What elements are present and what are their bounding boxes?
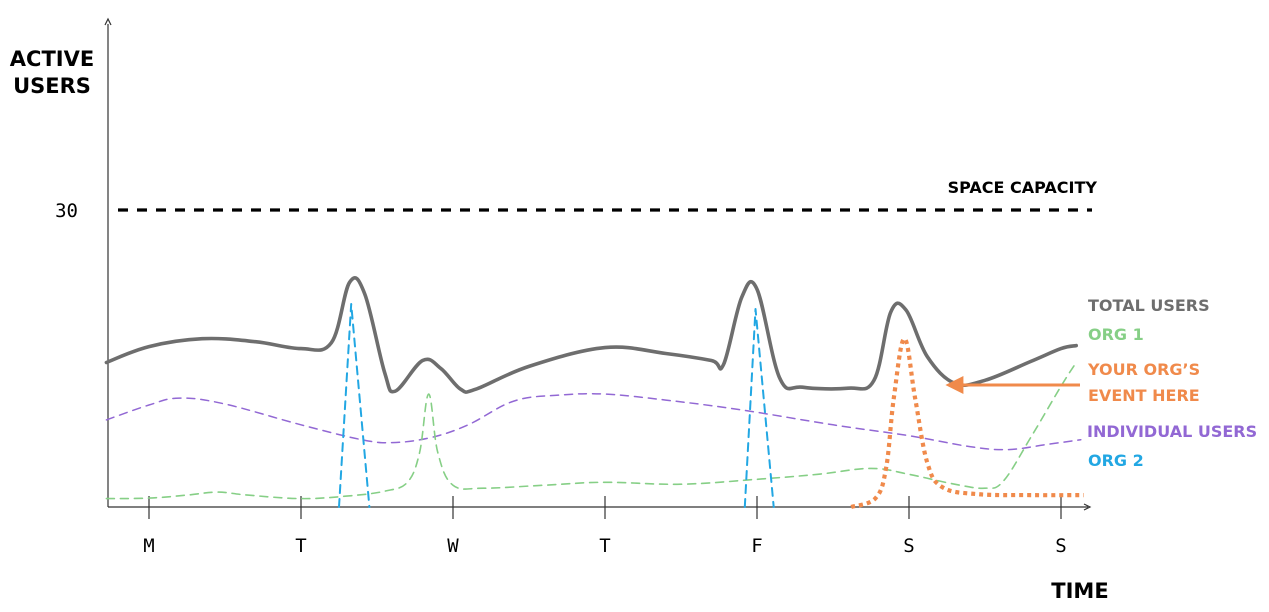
x-tick-label-0: M (143, 535, 154, 557)
series-layer (104, 208, 1092, 510)
series-your-orgs-event-line (850, 336, 1084, 510)
x-tick-label-6: S (1055, 535, 1066, 557)
legend-label-individual-users: INDIVIDUAL USERS (1087, 422, 1257, 441)
x-tick-label-3: T (599, 535, 610, 557)
labels-layer: ACTIVE USERS TIME SPACE CAPACITY 30 TOTA… (10, 47, 1257, 603)
y-axis-label-line-1: ACTIVE (10, 47, 94, 71)
legend-label-org-1: ORG 1 (1088, 325, 1144, 344)
annotation-line-2: EVENT HERE (1088, 386, 1200, 405)
y-axis-label-line-2: USERS (13, 74, 91, 98)
x-axis-label: TIME (1051, 579, 1108, 603)
space-capacity-label: SPACE CAPACITY (948, 178, 1098, 197)
series-org-2-line-2 (743, 308, 775, 508)
annotation-line-1: YOUR ORG’S (1087, 360, 1200, 379)
annotation-arrowhead (945, 376, 964, 394)
series-org-1-line (105, 361, 1077, 500)
x-tick-label-1: T (295, 535, 306, 557)
series-org-2-line-1 (338, 303, 371, 508)
x-tick-label-2: W (447, 535, 459, 557)
x-axis-arrowhead (1083, 503, 1092, 511)
legend-label-org-2: ORG 2 (1088, 451, 1144, 470)
series-individual-users-line (105, 392, 1082, 451)
y-tick-label-30: 30 (55, 200, 78, 222)
x-tick-label-4: F (751, 535, 762, 557)
y-axis-arrowhead (104, 17, 112, 26)
series-total-users-line (104, 276, 1078, 394)
x-tick-label-5: S (903, 535, 914, 557)
legend-label-total-users: TOTAL USERS (1088, 296, 1210, 315)
